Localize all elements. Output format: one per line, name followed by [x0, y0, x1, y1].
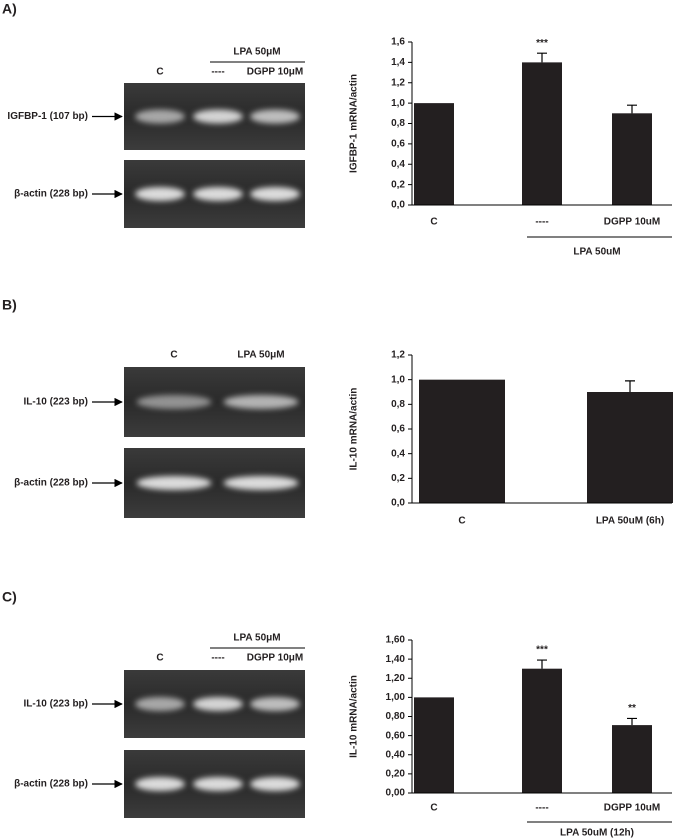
gel-band [250, 777, 300, 791]
error-bar [537, 659, 547, 669]
x-tick-label: C [458, 516, 465, 527]
y-tick-label: 0,4 [391, 448, 405, 459]
y-tick-label: 0,40 [386, 749, 406, 760]
gel-band [193, 187, 243, 201]
y-tick-label: 0,0 [391, 498, 405, 509]
x-tick-label: C [430, 217, 437, 228]
gel-band [193, 109, 243, 124]
gel-band [250, 109, 300, 124]
y-tick-label: 1,40 [386, 654, 406, 665]
x-tick-label: DGPP 10uM [604, 803, 661, 814]
y-tick-label: 0,80 [386, 711, 406, 722]
gel-group-label: LPA 50μM [233, 633, 280, 644]
error-bar [627, 717, 637, 726]
y-tick-label: 0,8 [391, 399, 405, 410]
error-bar [537, 52, 547, 63]
y-tick-label: 0,0 [391, 200, 405, 211]
y-tick-label: 0,00 [386, 788, 406, 799]
y-tick-label: 0,4 [391, 159, 405, 170]
significance-label: ** [628, 703, 636, 714]
y-tick-label: 0,6 [391, 139, 405, 150]
lane-label: C [156, 653, 163, 664]
gel-band [193, 697, 243, 711]
error-bar [625, 380, 635, 392]
lane-label: LPA 50μM [237, 350, 284, 361]
y-tick-label: 1,4 [391, 57, 405, 68]
gel-band [250, 697, 300, 711]
significance-label: *** [536, 645, 548, 656]
panel-label: A) [2, 1, 17, 17]
gel-band [136, 476, 212, 490]
error-bar [627, 104, 637, 114]
lane-label: ---- [211, 67, 224, 78]
band-label: IGFBP-1 (107 bp) [7, 111, 88, 122]
y-tick-label: 1,0 [391, 374, 405, 385]
gel-band [193, 777, 243, 791]
lane-label: ---- [211, 653, 224, 664]
y-tick-label: 1,2 [391, 350, 405, 361]
gel-band [135, 697, 185, 711]
lane-label: C [156, 67, 163, 78]
gel-band [135, 187, 185, 201]
y-tick-label: 1,00 [386, 692, 406, 703]
gel-group-label: LPA 50μM [233, 47, 280, 58]
bar [587, 392, 673, 503]
group-label: LPA 50uM [573, 247, 620, 258]
y-tick-label: 0,60 [386, 730, 406, 741]
group-label: LPA 50uM (12h) [560, 828, 634, 839]
x-tick-label: LPA 50uM (6h) [596, 516, 664, 527]
bar [522, 668, 562, 793]
y-tick-label: 1,6 [391, 37, 405, 48]
y-axis-label: IL-10 mRNA/actin [349, 675, 360, 758]
gel-band [135, 777, 185, 791]
y-tick-label: 1,60 [386, 635, 406, 646]
band-label: IL-10 (223 bp) [24, 699, 88, 710]
gel-band [136, 395, 212, 409]
y-axis-label: IGFBP-1 mRNA/actin [349, 74, 360, 173]
lane-label: DGPP 10μM [247, 67, 304, 78]
band-label: β-actin (228 bp) [14, 779, 88, 790]
y-tick-label: 0,2 [391, 473, 405, 484]
panel-label: B) [2, 297, 17, 313]
y-tick-label: 0,8 [391, 118, 405, 129]
bar [414, 697, 454, 793]
lane-label: DGPP 10μM [247, 653, 304, 664]
y-tick-label: 0,6 [391, 424, 405, 435]
bar [522, 62, 562, 205]
x-tick-label: C [430, 803, 437, 814]
gel-band [223, 476, 299, 490]
x-tick-label: ---- [535, 217, 548, 228]
y-tick-label: 0,2 [391, 179, 405, 190]
y-tick-label: 0,20 [386, 769, 406, 780]
bar [612, 725, 652, 793]
bar [419, 379, 505, 503]
bar [612, 113, 652, 205]
gel-band [223, 395, 299, 409]
significance-label: *** [536, 38, 548, 49]
gel-band [250, 187, 300, 201]
band-label: β-actin (228 bp) [14, 189, 88, 200]
panel-label: C) [2, 589, 17, 605]
bar [414, 103, 454, 205]
lane-label: C [170, 350, 177, 361]
x-tick-label: DGPP 10uM [604, 217, 661, 228]
gel-band [135, 109, 185, 124]
band-label: IL-10 (223 bp) [24, 397, 88, 408]
y-axis-label: IL-10 mRNA/actin [349, 388, 360, 471]
band-label: β-actin (228 bp) [14, 478, 88, 489]
y-tick-label: 1,20 [386, 673, 406, 684]
x-tick-label: ---- [535, 803, 548, 814]
y-tick-label: 1,2 [391, 77, 405, 88]
y-tick-label: 1,0 [391, 98, 405, 109]
